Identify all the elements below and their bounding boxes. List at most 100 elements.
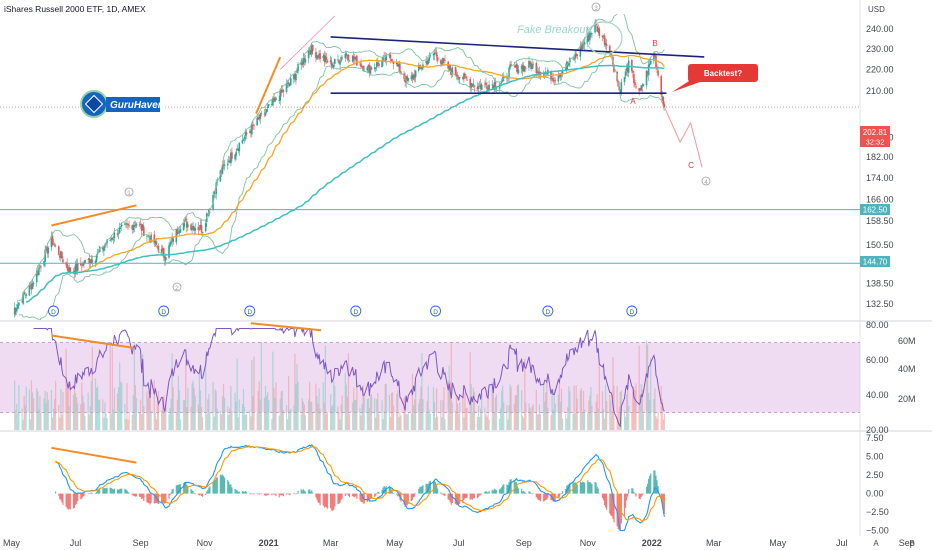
candle [662,95,665,107]
price-tick-label: 182.00 [866,152,894,162]
candle [412,73,415,81]
macd-bar [503,484,505,494]
macd-bar [205,493,207,496]
rsi-pane[interactable] [0,322,860,430]
macd-bar [282,493,284,497]
candle [200,219,203,236]
volume-bar [61,414,63,430]
volume-bar [523,418,525,430]
dividend-marker[interactable]: D [48,305,59,317]
macd-histogram [55,470,665,531]
volume-bar [256,412,258,430]
macd-bar [485,491,487,494]
candle [348,60,351,63]
candle [491,80,494,89]
volume-bar [502,385,504,430]
macd-bar [516,486,519,494]
volume-bar [498,418,501,430]
macd-bar [528,491,530,494]
volume-bar [103,418,105,430]
macd-bar [334,493,336,507]
macd-bar [344,493,346,497]
macd-bar [244,490,247,494]
candle [253,123,255,131]
macd-bar [451,493,453,503]
wave-c-label: C [688,161,694,170]
volume-bar [307,399,310,430]
dividend-marker[interactable]: D [626,305,638,317]
candle [119,226,122,229]
backtest-callout[interactable]: Backtest? [672,64,758,92]
macd-bar [224,477,226,494]
macd-bar [82,493,84,497]
candle [57,245,60,256]
volume-bar [69,382,71,430]
volume-bar [378,414,380,430]
candle [87,258,89,260]
macd-bar [627,493,629,497]
watermark-text: GuruHaven [110,100,164,111]
svg-text:3: 3 [594,6,598,12]
macd-bar [378,491,380,494]
candle [234,153,236,162]
candle [514,65,517,69]
price-tick-label: 210.00 [866,86,894,96]
macd-bar [601,493,604,498]
volume-bar [65,348,67,430]
volume-bar [347,353,350,430]
candle [288,83,291,87]
channel-resistance-line[interactable] [330,36,705,58]
volume-bar [604,384,607,430]
volume-bar [212,381,214,430]
macd-bar [286,493,289,495]
volume-bar [634,390,636,430]
macd-bar [639,493,641,500]
candle [50,231,53,252]
volume-bar [170,398,172,430]
macd-pane[interactable] [51,444,665,532]
candle [351,54,354,63]
candle [47,246,50,258]
macd-bar [367,493,369,500]
log-scale-button[interactable]: B [909,539,914,548]
macd-bar [521,488,523,494]
last-price-badge[interactable]: 202.81 32:32 [860,126,890,147]
volume-bar [161,410,163,430]
volume-bar [332,404,334,430]
macd-bar [472,493,474,499]
price-pane[interactable] [0,10,860,321]
candle [632,70,634,78]
volume-bar [236,358,238,430]
macd-bar [326,493,329,509]
macd-bar [522,491,524,494]
volume-bar [573,385,575,430]
volume-bar [43,398,45,430]
macd-tick-label: 0.00 [866,489,884,499]
dividend-marker[interactable]: D [158,305,170,317]
volume-bar [265,395,268,430]
candle [346,54,349,62]
dividend-marker[interactable]: D [244,305,256,317]
dividend-marker[interactable]: D [350,305,362,317]
macd-bar [76,493,78,504]
candle [161,245,164,255]
volume-bar [109,343,111,430]
dividend-marker[interactable]: D [542,305,554,317]
volume-bar [611,410,613,430]
macd-bar [376,492,378,494]
support-low-badge[interactable]: 144.70 [860,256,890,267]
volume-bar [558,381,561,430]
volume-bar [624,416,627,430]
support-high-badge[interactable]: 162.50 [860,204,890,215]
macd-bar [418,488,420,494]
dividend-marker[interactable]: D [430,305,442,317]
candle [589,32,591,46]
candle [529,60,531,67]
volume-bar [22,419,24,430]
macd-bar [243,491,246,494]
macd-bar [116,489,119,494]
candle [510,60,512,66]
auto-scale-button[interactable]: A [873,539,879,548]
candle [633,71,635,88]
